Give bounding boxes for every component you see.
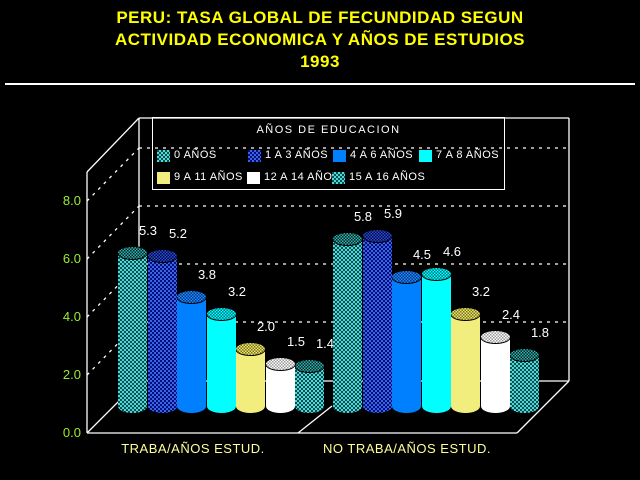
chart-title-line-3: 1993 <box>300 52 340 71</box>
bar-cylinder-traba-7-a-8-años <box>206 307 237 413</box>
chart-title-line-2: ACTIVIDAD ECONOMICA Y AÑOS DE ESTUDIOS <box>114 30 526 49</box>
bar-value-label: 4.5 <box>412 247 432 262</box>
x-category-label-no-traba: NO TRABA/AÑOS ESTUD. <box>323 441 491 456</box>
category-divider-tick <box>297 405 333 434</box>
chart-title-line-1: PERU: TASA GLOBAL DE FECUNDIDAD SEGUN <box>116 8 524 27</box>
bar-value-label: 5.8 <box>353 209 373 224</box>
legend-item-label: 0 AÑOS <box>174 149 217 161</box>
y-tick-label-4.0: 4.0 <box>62 309 81 324</box>
bar-top-ellipse <box>391 270 422 284</box>
y-tick-label-8.0: 8.0 <box>62 193 81 208</box>
legend-item-label: 7 A 8 AÑOS <box>436 149 500 161</box>
bar-value-label: 5.2 <box>168 226 188 241</box>
bar-value-label: 5.9 <box>383 206 403 221</box>
bar-top-ellipse <box>265 357 296 371</box>
bar-cylinder-traba-0-años <box>117 246 148 413</box>
bar-value-label: 4.6 <box>442 244 462 259</box>
bar-cylinder-traba-9-a-11-años <box>235 342 266 413</box>
bar-top-ellipse <box>362 229 393 243</box>
legend-item-label: 1 A 3 AÑOS <box>265 149 329 161</box>
bar-top-ellipse <box>421 267 452 281</box>
bar-cylinder-no-traba-15-a-16-años <box>509 348 540 413</box>
bar-value-label: 3.2 <box>471 284 491 299</box>
bar-value-label: 1.4 <box>315 336 335 351</box>
legend-item-label: 12 A 14 AÑOS <box>264 171 341 183</box>
legend-title: AÑOS DE EDUCACION <box>256 124 401 136</box>
bar-top-ellipse <box>235 342 266 356</box>
bar-top-ellipse <box>509 348 540 362</box>
bar-cylinder-no-traba-0-años <box>332 232 363 413</box>
legend-item-label: 9 A 11 AÑOS <box>174 171 243 183</box>
legend-swatch <box>333 150 346 162</box>
bar-top-ellipse <box>176 290 207 304</box>
bar-cylinder-no-traba-1-a-3-años <box>362 229 393 413</box>
bar-cylinder-no-traba-9-a-11-años <box>450 307 481 413</box>
bar-top-ellipse <box>332 232 363 246</box>
bar-cylinder-traba-4-a-6-años <box>176 290 207 413</box>
title-divider-line <box>5 83 635 85</box>
y-tick-label-2.0: 2.0 <box>62 367 81 382</box>
legend-box: AÑOS DE EDUCACION <box>152 117 505 190</box>
bar-value-label: 3.8 <box>197 267 217 282</box>
y-tick-label-6.0: 6.0 <box>62 251 81 266</box>
bar-cylinder-no-traba-12-a-14-años <box>480 330 511 413</box>
bar-value-label: 2.0 <box>256 319 276 334</box>
bar-cylinder-traba-12-a-14-años <box>265 357 296 413</box>
bar-top-ellipse <box>480 330 511 344</box>
legend-item-label: 4 A 6 AÑOS <box>350 149 414 161</box>
legend-swatch <box>157 172 170 184</box>
legend-item-label: 15 A 16 AÑOS <box>349 171 426 183</box>
bar-value-label: 1.5 <box>286 334 306 349</box>
bar-top-ellipse <box>294 359 325 373</box>
bar-value-label: 5.3 <box>138 223 158 238</box>
bar-top-ellipse <box>147 249 178 263</box>
floor-right-edge <box>516 380 570 434</box>
bar-value-label: 1.8 <box>530 325 550 340</box>
bar-value-label: 3.2 <box>227 284 247 299</box>
legend-swatch <box>157 150 170 162</box>
legend-swatch <box>419 150 432 162</box>
bar-cylinder-traba-15-a-16-años <box>294 359 325 413</box>
bar-cylinder-no-traba-7-a-8-años <box>421 267 452 413</box>
bar-top-ellipse <box>450 307 481 321</box>
legend-swatch <box>248 150 261 162</box>
bar-top-ellipse <box>117 246 148 260</box>
left-wall-top-edge <box>86 117 140 173</box>
bar-cylinder-no-traba-4-a-6-años <box>391 270 422 413</box>
legend-swatch <box>247 172 260 184</box>
bar-top-ellipse <box>206 307 237 321</box>
bar-value-label: 2.4 <box>501 307 521 322</box>
legend-swatch <box>332 172 345 184</box>
bar-cylinder-traba-1-a-3-años <box>147 249 178 413</box>
x-category-label-traba: TRABA/AÑOS ESTUD. <box>121 441 265 456</box>
y-tick-label-0.0: 0.0 <box>62 425 81 440</box>
